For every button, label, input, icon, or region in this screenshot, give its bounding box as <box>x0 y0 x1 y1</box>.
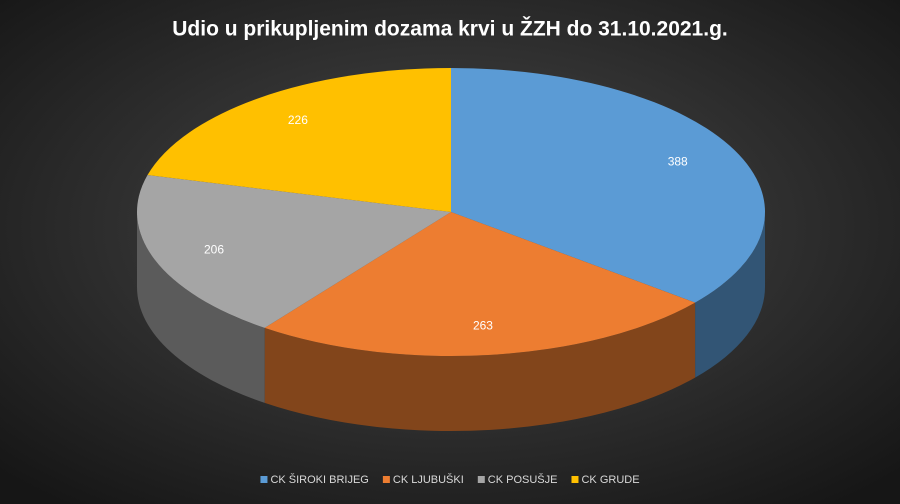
legend-swatch <box>571 476 579 483</box>
legend-item: CK ŠIROKI BRIJEG <box>260 473 369 486</box>
slice <box>137 175 451 328</box>
pie-tops <box>137 68 765 357</box>
legend-swatch <box>382 476 390 483</box>
slice <box>264 212 696 357</box>
data-label: 206 <box>204 242 224 256</box>
legend-swatch <box>477 476 485 483</box>
slice-side <box>695 212 765 378</box>
legend-item: CK LJUBUŠKI <box>382 473 464 486</box>
slice <box>451 68 765 303</box>
legend-item: CK GRUDE <box>571 474 640 486</box>
legend-swatch <box>260 476 268 483</box>
slice <box>147 68 451 212</box>
legend-label: CK LJUBUŠKI <box>393 473 464 486</box>
slice-side <box>264 302 696 432</box>
legend-label: CK GRUDE <box>581 474 639 486</box>
legend: CK ŠIROKI BRIJEG CK LJUBUŠKI CK POSUŠJE CK … <box>260 473 640 486</box>
data-label: 226 <box>288 113 308 127</box>
data-labels: 388 263 206 226 <box>204 113 688 333</box>
legend-label: CK POSUŠJE <box>488 473 558 486</box>
slice-side <box>137 212 265 403</box>
data-label: 263 <box>473 318 493 332</box>
legend-label: CK ŠIROKI BRIJEG <box>270 473 368 486</box>
legend-item: CK POSUŠJE <box>477 473 558 486</box>
data-label: 388 <box>668 155 688 169</box>
chart-title: Udio u prikupljenim dozama krvi u ŽZH do… <box>172 17 727 41</box>
pie-sides <box>137 212 765 432</box>
